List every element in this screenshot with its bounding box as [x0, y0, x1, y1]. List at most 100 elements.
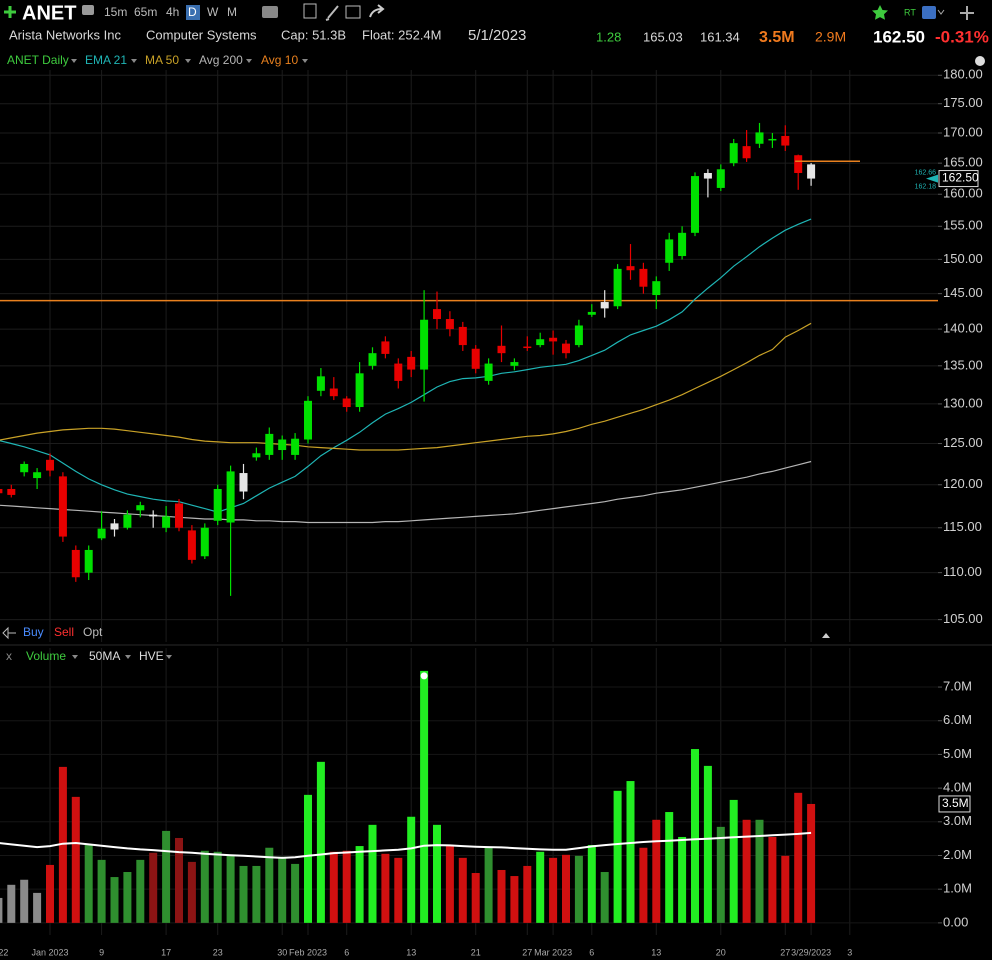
x-tick-label: 3/29/2023 [791, 947, 831, 957]
menu-arrow[interactable] [185, 59, 191, 63]
candle-body [407, 356, 416, 370]
y-tick-label: 115.00 [943, 519, 982, 534]
s-icon[interactable] [922, 6, 936, 19]
x-tick-label: Jan 2023 [31, 947, 68, 957]
volume-bar [574, 855, 583, 923]
order-icon[interactable] [2, 626, 16, 640]
settings-icon[interactable] [82, 5, 94, 15]
candle-body [316, 376, 325, 391]
volume-bar [794, 792, 803, 923]
note-icon[interactable] [345, 5, 361, 19]
timeframe-button[interactable]: M [227, 5, 237, 19]
tv-icon[interactable] [262, 6, 278, 18]
watch-star[interactable] [872, 5, 888, 20]
x-tick-label: Feb 2023 [289, 947, 327, 957]
volume-name[interactable]: Volume [26, 649, 66, 663]
share-icon[interactable] [369, 4, 385, 18]
y-tick-label: 2.0M [943, 847, 972, 862]
hve[interactable]: HVE [139, 649, 164, 663]
volume-bar [549, 857, 558, 923]
candle-body [626, 266, 635, 271]
volume-bar [187, 861, 196, 923]
last-price: 162.50 [873, 27, 925, 46]
x-tick-label: 21 [471, 947, 481, 957]
candle-body [381, 341, 390, 354]
indicator-row: ANET Daily EMA 21 MA 50 Avg 200 Avg 10 [7, 53, 985, 67]
sector: Computer Systems [146, 27, 257, 42]
bid-label: 162.18 [915, 183, 937, 190]
info-row: Arista Networks Inc Computer Systems Cap… [9, 27, 989, 47]
moving-average-line [0, 322, 812, 451]
y-tick-label: 165.00 [943, 155, 983, 170]
add-icon[interactable] [4, 6, 16, 18]
volume-bar [523, 865, 532, 923]
y-tick-label: 155.00 [943, 218, 983, 233]
candle-body [781, 135, 790, 146]
opt-button[interactable]: Opt [83, 625, 103, 639]
draw-icon[interactable] [325, 5, 339, 21]
candle-body [342, 398, 351, 408]
menu-arrow[interactable] [302, 59, 308, 63]
legend-entry[interactable]: 50MA [89, 649, 120, 663]
legend-entry[interactable]: EMA 21 [85, 53, 127, 67]
candle-body [458, 326, 467, 346]
float: Float: 252.4M [362, 27, 442, 42]
volume-bar [652, 819, 661, 923]
x-tick-label: 13 [651, 947, 661, 957]
candle-body [471, 348, 480, 369]
calc-icon[interactable] [303, 3, 317, 19]
y-tick-label: 150.00 [943, 251, 983, 266]
timeframe-button[interactable]: 65m [134, 5, 157, 19]
volume-box-label: 3.5M [942, 796, 969, 810]
menu-arrow[interactable] [125, 655, 131, 659]
rt-icon[interactable]: RT [904, 7, 916, 17]
y-tick-label: 130.00 [943, 395, 983, 410]
candle-body [213, 488, 222, 521]
volume-bar [329, 851, 338, 923]
menu-arrow[interactable] [72, 655, 78, 659]
candle-body [794, 155, 803, 173]
timeframe-button[interactable]: 4h [166, 5, 179, 19]
legend-entry[interactable]: MA 50 [145, 53, 179, 67]
candle-body [703, 172, 712, 179]
y-tick-label: 110.00 [943, 564, 982, 579]
collapse-icon[interactable] [822, 633, 830, 638]
volume-bar [484, 847, 493, 923]
buy-button[interactable]: Buy [23, 625, 44, 639]
volume-ma-line [0, 831, 812, 859]
close-pane[interactable]: x [6, 649, 12, 663]
chart-name[interactable]: ANET Daily [7, 53, 69, 67]
y-tick-label: 3.0M [943, 813, 972, 828]
timeframe-button[interactable]: D [188, 5, 197, 19]
x-tick-label: 9 [99, 947, 104, 957]
volume-bar [394, 857, 403, 923]
company: Arista Networks Inc [9, 27, 121, 42]
volume-bar [755, 819, 764, 923]
timeframe-button[interactable]: W [207, 5, 219, 19]
sell-button[interactable]: Sell [54, 625, 74, 639]
timeframe-button[interactable]: 15m [104, 5, 127, 19]
volume-bar [600, 872, 609, 923]
palette-icon[interactable] [975, 56, 985, 66]
legend-entry[interactable]: Avg 200 [199, 53, 243, 67]
candle-body [484, 363, 493, 381]
volume-bar [665, 812, 674, 923]
menu-arrow[interactable] [246, 59, 252, 63]
move-icon[interactable] [960, 6, 974, 20]
menu-arrow[interactable] [166, 655, 172, 659]
symbol[interactable]: ANET [22, 2, 76, 24]
x-tick-label: 6 [344, 947, 349, 957]
candle-body [652, 281, 661, 296]
s-menu[interactable] [937, 9, 945, 15]
avg10[interactable]: Avg 10 [261, 53, 298, 67]
top-toolbar: ANET 15m 65m 4h D W M RT [4, 2, 974, 24]
menu-arrow[interactable] [71, 59, 77, 63]
volume-bar [0, 897, 3, 923]
menu-arrow[interactable] [131, 59, 137, 63]
volume-bar [587, 845, 596, 923]
candle-body [587, 311, 596, 315]
volume-bar [33, 892, 42, 923]
volume-bar [742, 819, 751, 923]
